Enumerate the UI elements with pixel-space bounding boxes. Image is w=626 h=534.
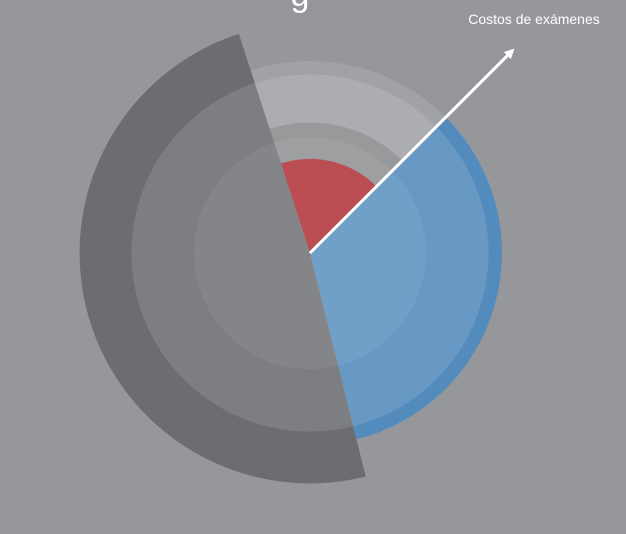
slice-dark	[79, 33, 366, 484]
annotation-label: Costos de exámenes	[468, 11, 600, 27]
annotation-layer: Costos de exámenes	[308, 11, 600, 255]
annotation-arrow	[308, 48, 515, 255]
slice-blue	[310, 117, 502, 440]
slice-red	[280, 158, 377, 253]
chart-title-fragment: g	[150, 0, 450, 15]
slices-layer	[79, 33, 502, 484]
